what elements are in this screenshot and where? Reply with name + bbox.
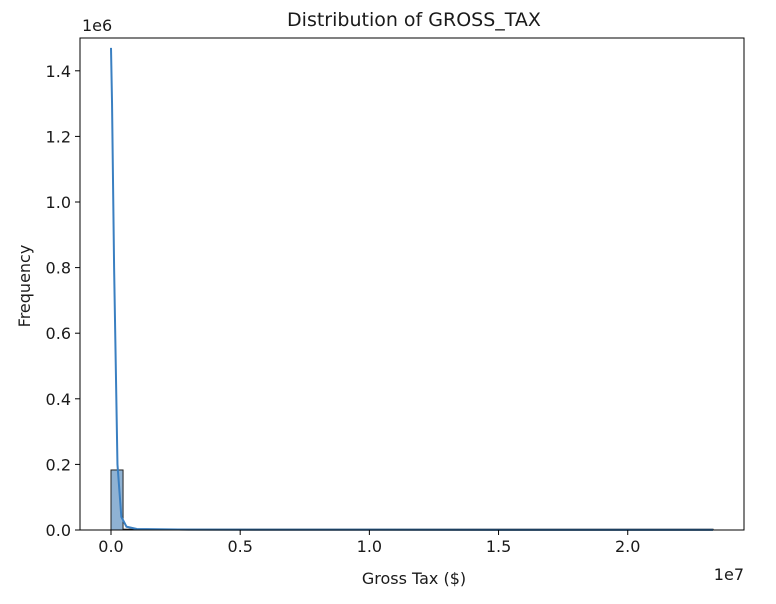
- y-tick-label-3: 0.6: [46, 324, 71, 343]
- x-tick-label-1: 0.5: [227, 537, 252, 556]
- x-tick-label-2: 1.0: [357, 537, 382, 556]
- plot-area-frame: [79, 37, 745, 531]
- y-offset-label: 1e6: [82, 16, 112, 35]
- y-axis-label: Frequency: [15, 245, 34, 328]
- y-tick-label-0: 0.0: [46, 521, 71, 540]
- histogram-bar-0: [110, 469, 124, 531]
- x-tick-label-3: 1.5: [486, 537, 511, 556]
- x-tick-label-0: 0.0: [98, 537, 123, 556]
- chart-title: Distribution of GROSS_TAX: [287, 9, 541, 31]
- x-axis-ticks: 0.0 0.5 1.0 1.5 2.0: [98, 530, 640, 556]
- x-offset-label: 1e7: [714, 565, 744, 584]
- x-axis-label: Gross Tax ($): [362, 569, 466, 588]
- y-tick-label-6: 1.2: [46, 127, 71, 146]
- y-tick-label-7: 1.4: [46, 62, 71, 81]
- y-tick-label-1: 0.2: [46, 455, 71, 474]
- y-axis-ticks: 0.0 0.2 0.4 0.6 0.8 1.0 1.2 1.4: [46, 62, 80, 540]
- y-tick-label-5: 1.0: [46, 193, 71, 212]
- y-tick-label-2: 0.4: [46, 390, 71, 409]
- x-tick-label-4: 2.0: [615, 537, 640, 556]
- y-tick-label-4: 0.8: [46, 259, 71, 278]
